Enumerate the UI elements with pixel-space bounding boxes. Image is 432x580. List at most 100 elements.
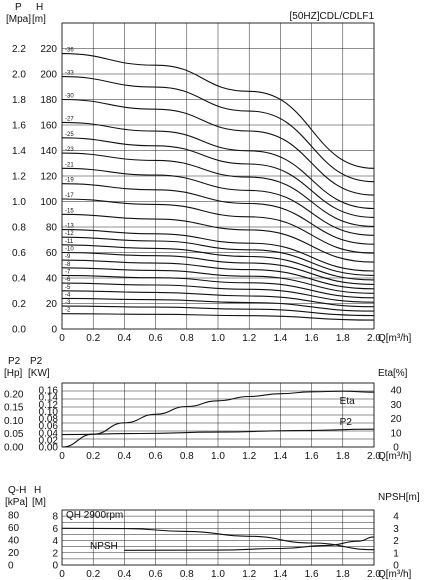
kw-axis-header: P2 (30, 356, 43, 367)
y-tick-label-eta: 20 (390, 414, 402, 425)
kpa-unit-header: [kPa] (5, 497, 28, 508)
y-tick-label-eta: 40 (390, 386, 402, 397)
y-tick-label-h: 40 (46, 274, 58, 285)
x-tick-label: 0 (59, 451, 65, 462)
y-tick-label-hp: 0.00 (4, 443, 24, 454)
x-tick-label: 2.0 (367, 569, 381, 580)
y-tick-label-npsh: 2 (393, 536, 399, 547)
y-tick-label-eta: 10 (390, 428, 402, 439)
x-tick-label: 1.6 (305, 333, 319, 344)
x-tick-label: 0.2 (86, 333, 100, 344)
x-tick-label: 1.0 (211, 333, 225, 344)
y-tick-label-h: 180 (40, 95, 57, 106)
y-tick-label-npsh: 4 (393, 512, 399, 523)
qh-curve-stage (61, 183, 375, 245)
y-tick-label-kpa: 0 (8, 561, 14, 572)
y-tick-label-kpa: 40 (8, 536, 20, 547)
hp-unit-header: [Hp] (4, 368, 23, 379)
y-tick-label-mpa: 2.2 (12, 44, 26, 55)
plot-frame (61, 509, 375, 566)
kw-unit-header: [KW] (28, 368, 50, 379)
qh-curve-stage (61, 274, 375, 299)
npsh-axis-header: NPSH[m] (378, 492, 420, 503)
x-tick-label: 1.0 (211, 451, 225, 462)
x-tick-label: 0.6 (149, 451, 163, 462)
eta-curve-label: Eta (340, 396, 355, 407)
y-tick-label-kw: 0.02 (39, 435, 59, 446)
qh-curve-stage (61, 251, 375, 285)
y-tick-label-h: 220 (40, 44, 57, 55)
y-tick-label-mpa: 0.6 (12, 248, 26, 259)
qh-curve-stage (61, 121, 375, 210)
stage-label: -3 (65, 300, 71, 306)
stage-label: -23 (65, 147, 74, 153)
y-tick-label-hp: 0.15 (4, 403, 24, 414)
x-tick-label: 1.8 (336, 451, 350, 462)
stage-label: -11 (65, 239, 74, 245)
y-tick-label-kw: 0.04 (39, 428, 59, 439)
x-tick-label: 0.4 (117, 451, 131, 462)
x-tick-label: 1.2 (242, 451, 256, 462)
x-tick-label: 1.8 (336, 333, 350, 344)
stage-label: -30 (65, 94, 74, 100)
qh-curve-stage (61, 259, 375, 290)
y-tick-label-npsh: 1 (393, 548, 399, 559)
x-tick-label: 0.6 (149, 333, 163, 344)
y-tick-label-kw: 0.14 (39, 393, 59, 404)
y-tick-label-mpa: 1.2 (12, 172, 26, 183)
y-tick-label-eta: 0 (393, 443, 399, 454)
y-tick-label-mpa: 1.8 (12, 95, 26, 106)
stage-label: -13 (65, 224, 74, 230)
qh-curve-stage (61, 98, 375, 196)
y-tick-label-hp: 0.10 (4, 416, 24, 427)
qh-curve-stage (61, 213, 375, 263)
y-tick-label-kpa: 20 (8, 548, 20, 559)
y-tick-label-mpa: 1.4 (12, 146, 26, 157)
y-tick-label-mpa: 1.0 (12, 197, 26, 208)
eta-axis-header: Eta[%] (378, 368, 408, 379)
stage-label: -19 (65, 178, 74, 184)
y-tick-label-h: 20 (46, 299, 58, 310)
qh-curve-stage (61, 236, 375, 276)
y-tick-label-mpa: 2.0 (12, 70, 26, 81)
stage-label: -25 (65, 132, 74, 138)
x-tick-label: 0.6 (149, 569, 163, 580)
stage-label: -15 (65, 208, 74, 214)
stage-label: -17 (65, 193, 74, 199)
qh-curve-stage (61, 244, 375, 281)
y-tick-label-kpa: 60 (8, 523, 20, 534)
y-tick-label-m: 4 (52, 536, 58, 547)
x-tick-label: 0 (59, 333, 65, 344)
stage-label: -10 (65, 247, 74, 253)
stage-label: -21 (65, 162, 74, 168)
y-tick-label-mpa: 0.8 (12, 223, 26, 234)
y-tick-label-npsh: 3 (393, 524, 399, 535)
stage-label: -2 (65, 308, 71, 314)
x-tick-label: 0.2 (86, 569, 100, 580)
qh-curve-stage (61, 53, 375, 169)
y-tick-label-kw: 0.06 (39, 421, 59, 432)
stage-label: -9 (65, 254, 71, 260)
stage-label: -5 (65, 285, 71, 291)
eta-curve (61, 390, 375, 448)
x-tick-label: 0.8 (180, 451, 194, 462)
qh-curve-stage (61, 152, 375, 227)
stage-label: -12 (65, 231, 74, 237)
x-tick-label: 0.2 (86, 451, 100, 462)
qh-curve-stage (61, 229, 375, 272)
x-tick-label: 1.6 (305, 451, 319, 462)
head-axis-header: H (36, 2, 43, 13)
x-tick-label: 0.8 (180, 569, 194, 580)
x-tick-label: 1.4 (273, 333, 287, 344)
stage-label: -27 (65, 116, 74, 122)
qh-2900rpm-curve (61, 527, 375, 551)
p2-curve-label: P2 (340, 417, 353, 428)
x-axis-label: Q[m³/h] (378, 451, 412, 462)
qh-curve-stage (61, 305, 375, 317)
qh-curve-stage (61, 167, 375, 236)
x-tick-label: 0.4 (117, 569, 131, 580)
y-tick-label-mpa: 1.6 (12, 121, 26, 132)
y-tick-label-kw: 0.08 (39, 414, 59, 425)
y-tick-label-npsh: 0 (393, 561, 399, 572)
y-tick-label-hp: 0.05 (4, 429, 24, 440)
